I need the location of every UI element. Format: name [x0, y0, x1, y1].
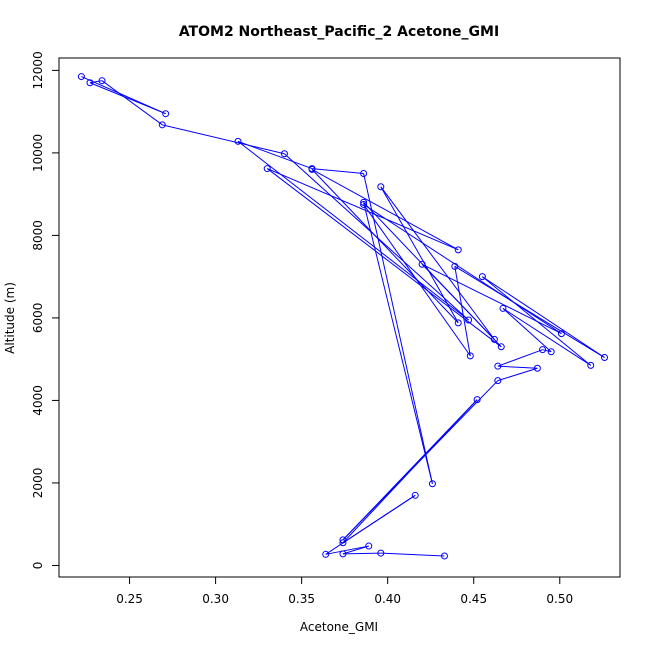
data-point — [86, 79, 94, 87]
data-point — [587, 361, 595, 369]
series-segment — [502, 308, 552, 353]
chart-title: ATOM2 Northeast_Pacific_2 Acetone_GMI — [179, 24, 499, 40]
series-segment — [237, 140, 469, 321]
data-point — [533, 364, 541, 372]
data-point — [411, 491, 419, 499]
series-segment — [101, 80, 163, 126]
data-point — [539, 346, 547, 354]
series-segment — [342, 399, 478, 544]
series-segment — [266, 168, 502, 348]
series-segment — [267, 168, 459, 251]
data-point — [490, 335, 498, 343]
series-segment — [363, 204, 471, 357]
series-segment — [311, 169, 459, 324]
x-tick-label: 0.25 — [116, 592, 143, 606]
series-segment — [482, 276, 605, 358]
data-point — [601, 354, 609, 362]
data-point — [234, 137, 242, 145]
data-point — [428, 480, 436, 488]
series-segment — [342, 552, 381, 555]
data-point — [465, 316, 473, 324]
data-point — [451, 262, 459, 270]
y-tick-label: 6000 — [31, 303, 45, 334]
series-segment — [89, 82, 166, 115]
data-point — [499, 304, 507, 312]
series-segment — [325, 545, 369, 555]
series-segment — [89, 80, 103, 84]
series-segment — [162, 124, 285, 155]
series-segment — [497, 365, 538, 369]
data-point — [77, 73, 85, 81]
series-segment — [380, 552, 445, 557]
data-point — [339, 539, 347, 547]
series-segment — [380, 186, 495, 340]
y-tick-label: 10000 — [31, 134, 45, 172]
series-segment — [342, 545, 369, 555]
data-point — [377, 183, 385, 191]
data-point — [454, 246, 462, 254]
data-point — [497, 343, 505, 351]
data-point — [473, 396, 481, 404]
data-point — [494, 362, 502, 370]
series-segment — [380, 186, 459, 324]
series-lines — [81, 76, 605, 557]
data-point — [557, 330, 565, 338]
data-point — [280, 150, 288, 158]
series-segment — [421, 263, 562, 335]
x-axis-label: Acetone_GMI — [300, 620, 378, 634]
series-segment — [363, 202, 433, 484]
series-segment — [542, 349, 552, 353]
data-point — [308, 165, 316, 173]
series-segment — [325, 494, 416, 555]
series-segment — [311, 168, 364, 175]
series-segment — [363, 173, 433, 484]
data-point — [339, 550, 347, 558]
series-segment — [454, 265, 605, 358]
data-point — [494, 377, 502, 385]
series-segment — [502, 308, 592, 366]
y-axis: 0 2000 4000 6000 8000 10000 12000 — [31, 51, 59, 569]
series-points — [77, 73, 609, 560]
data-point — [377, 549, 385, 557]
y-tick-label: 8000 — [31, 220, 45, 251]
plot-area — [58, 57, 621, 578]
series-segment — [237, 140, 313, 170]
series-segment — [482, 276, 592, 366]
y-tick-label: 12000 — [31, 51, 45, 89]
data-point — [263, 165, 271, 173]
data-point — [466, 352, 474, 360]
data-point — [360, 198, 368, 206]
x-tick-label: 0.30 — [202, 592, 229, 606]
series-segment — [421, 263, 495, 340]
x-tick-label: 0.45 — [460, 592, 487, 606]
data-point — [418, 260, 426, 268]
y-tick-label: 4000 — [31, 385, 45, 416]
data-point — [322, 550, 330, 558]
series-segment — [311, 168, 459, 251]
data-point — [478, 273, 486, 281]
data-point — [547, 348, 555, 356]
data-point — [360, 170, 368, 178]
series-segment — [497, 367, 538, 382]
data-point — [360, 200, 368, 208]
series-segment — [363, 204, 562, 335]
data-point — [339, 536, 347, 544]
y-tick-label: 0 — [31, 562, 45, 570]
x-axis: 0.25 0.30 0.35 0.40 0.45 0.50 — [116, 577, 573, 606]
data-point — [98, 77, 106, 85]
series-segment — [497, 349, 543, 367]
x-tick-label: 0.35 — [288, 592, 315, 606]
data-point — [162, 110, 170, 118]
series-segment — [454, 266, 471, 356]
y-axis-label: Altitude (m) — [3, 282, 17, 354]
data-point — [440, 552, 448, 560]
data-point — [454, 319, 462, 327]
x-tick-label: 0.40 — [374, 592, 401, 606]
data-point — [158, 121, 166, 129]
x-tick-label: 0.50 — [546, 592, 573, 606]
y-tick-label: 2000 — [31, 468, 45, 499]
data-point — [365, 542, 373, 550]
